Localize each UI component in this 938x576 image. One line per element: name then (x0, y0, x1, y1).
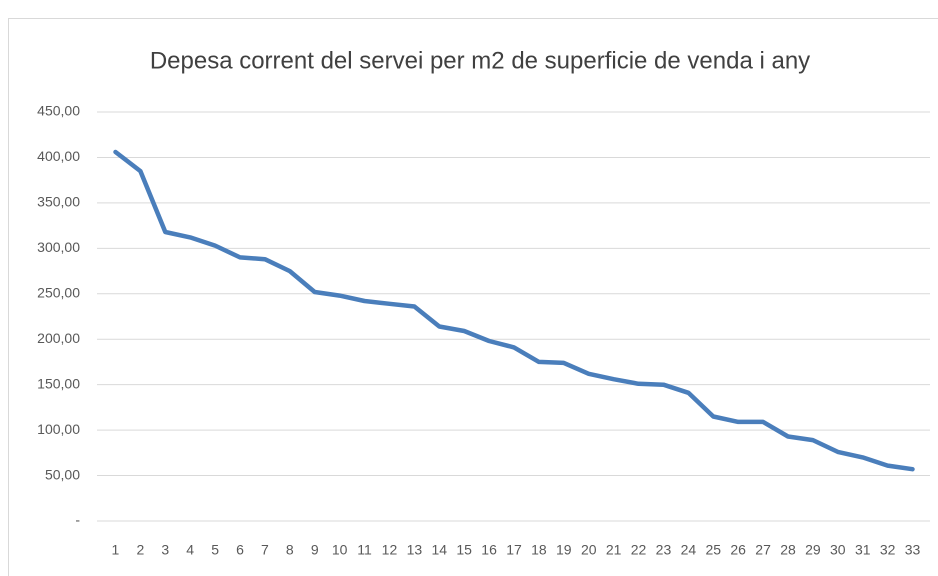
x-tick-label: 16 (481, 542, 497, 558)
x-tick-label: 10 (332, 542, 348, 558)
y-tick-label: 200,00 (37, 330, 80, 346)
y-tick-label: 300,00 (37, 239, 80, 255)
x-tick-label: 1 (112, 542, 120, 558)
chart-border (8, 18, 938, 576)
x-tick-label: 13 (407, 542, 423, 558)
y-tick-label: 350,00 (37, 194, 80, 210)
data-line (113, 149, 915, 472)
y-tick-label: 100,00 (37, 421, 80, 437)
x-tick-label: 14 (431, 542, 447, 558)
x-tick-label: 15 (456, 542, 472, 558)
x-tick-label: 28 (780, 542, 796, 558)
x-tick-label: 26 (730, 542, 746, 558)
x-tick-label: 27 (755, 542, 771, 558)
x-tick-label: 11 (357, 542, 372, 558)
x-tick-label: 33 (905, 542, 921, 558)
x-tick-label: 29 (805, 542, 821, 558)
x-tick-label: 25 (705, 542, 721, 558)
x-tick-label: 6 (236, 542, 244, 558)
x-tick-label: 30 (830, 542, 846, 558)
x-tick-label: 20 (581, 542, 597, 558)
x-tick-label: 3 (161, 542, 169, 558)
x-tick-label: 19 (556, 542, 572, 558)
x-tick-label: 24 (681, 542, 697, 558)
x-tick-label: 9 (311, 542, 319, 558)
x-tick-label: 17 (506, 542, 522, 558)
x-tick-label: 31 (855, 542, 871, 558)
x-tick-label: 8 (286, 542, 294, 558)
x-tick-label: 22 (631, 542, 647, 558)
x-tick-label: 5 (211, 542, 219, 558)
x-tick-label: 2 (136, 542, 144, 558)
x-tick-label: 18 (531, 542, 547, 558)
x-tick-label: 32 (880, 542, 896, 558)
x-tick-label: 4 (186, 542, 194, 558)
x-tick-label: 21 (606, 542, 622, 558)
y-tick-label: 400,00 (37, 148, 80, 164)
y-tick-label: 150,00 (37, 375, 80, 391)
y-tick-label: 450,00 (37, 103, 80, 119)
x-tick-label: 23 (656, 542, 672, 558)
x-tick-label: 12 (382, 542, 398, 558)
y-tick-label: - (75, 512, 80, 528)
y-tick-label: 50,00 (45, 466, 80, 482)
x-tick-label: 7 (261, 542, 269, 558)
chart-title: Depesa corrent del servei per m2 de supe… (150, 47, 810, 74)
y-tick-label: 250,00 (37, 284, 80, 300)
